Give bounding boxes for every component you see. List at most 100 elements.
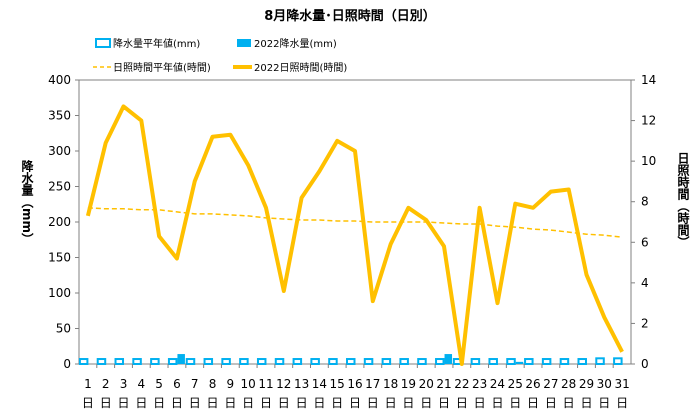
bar-rain-normal (96, 358, 107, 365)
x-category-label: 30 (597, 377, 612, 391)
x-category-label: 24 (490, 377, 505, 391)
y-right-ticks: 0 2 4 6 8 10 12 14 (631, 73, 656, 371)
bar-rain-normal (310, 358, 320, 365)
x-category-suffix: 日 (100, 396, 112, 410)
legend-label-sun-normal: 日照時間平年値(時間) (113, 61, 211, 74)
x-category-suffix: 日 (385, 396, 397, 410)
bar-rain-normal (274, 358, 285, 365)
x-category-suffix: 日 (580, 396, 592, 410)
x-category-suffix: 日 (189, 396, 201, 410)
x-category-suffix: 日 (349, 396, 361, 410)
bar-rain-normal (328, 358, 338, 365)
y-right-tick-label: 4 (641, 276, 649, 290)
bar-rain-normal (203, 358, 214, 365)
x-category-label: 25 (508, 377, 523, 391)
x-category-label: 17 (365, 377, 380, 391)
bar-rain-2022 (444, 354, 453, 364)
bar-rain-normal (150, 358, 160, 365)
x-category-label: 23 (472, 377, 487, 391)
y-right-tick-label: 6 (641, 235, 649, 249)
y-left-tick-label: 350 (48, 109, 71, 123)
bar-rain-normal (613, 357, 623, 366)
x-category-label: 19 (401, 377, 416, 391)
y-right-tick-label: 2 (641, 316, 649, 330)
legend-label-sun-2022: 2022日照時間(時間) (254, 62, 347, 74)
x-category-suffix: 日 (367, 396, 379, 410)
y-right-tick-label: 12 (641, 114, 656, 128)
chart-title: 8月降水量･日照時間（日別） (264, 8, 436, 24)
x-category-label: 28 (561, 377, 576, 391)
x-category-label: 20 (419, 377, 434, 391)
y-left-tick-label: 400 (48, 73, 71, 87)
bar-rain-normal (559, 358, 570, 365)
x-category-suffix: 日 (527, 396, 539, 410)
y-right-tick-label: 0 (641, 357, 649, 371)
x-category-suffix: 日 (171, 396, 183, 410)
x-category-label: 10 (241, 377, 256, 391)
y-left-tick-label: 100 (48, 286, 71, 300)
bar-rain-normal (292, 358, 303, 365)
x-category-suffix: 日 (402, 396, 414, 410)
x-category-suffix: 日 (474, 396, 486, 410)
x-category-label: 14 (312, 377, 327, 391)
bar-rain-normal (167, 358, 178, 365)
x-category-label: 9 (227, 377, 235, 391)
bar-rain-normal (595, 357, 605, 366)
x-category-label: 16 (347, 377, 362, 391)
x-category-suffix: 日 (563, 396, 575, 410)
y-left-tick-label: 150 (48, 251, 71, 265)
x-category-label: 13 (294, 377, 309, 391)
x-category-suffix: 日 (616, 396, 628, 410)
lines (85, 104, 624, 366)
x-category-suffix: 日 (242, 396, 254, 410)
x-category-label: 5 (155, 377, 163, 391)
bar-rain-normal (488, 358, 498, 365)
y-right-tick-label: 14 (641, 73, 656, 87)
x-category-label: 4 (138, 377, 146, 391)
x-category-label: 1 (84, 377, 92, 391)
x-category-suffix: 日 (313, 396, 325, 410)
legend-swatch-rain-2022 (237, 39, 251, 47)
x-category-suffix: 日 (153, 396, 165, 410)
x-category-suffix: 日 (135, 396, 147, 410)
x-category-label: 31 (614, 377, 629, 391)
line-sun-2022 (85, 104, 624, 366)
x-category-suffix: 日 (420, 396, 432, 410)
x-category-suffix: 日 (260, 396, 272, 410)
y-left-tick-label: 300 (48, 144, 71, 158)
x-category-label: 21 (436, 377, 451, 391)
x-category-suffix: 日 (118, 396, 130, 410)
y-left-tick-label: 0 (63, 357, 71, 371)
x-category-label: 3 (120, 377, 128, 391)
y-left-tick-label: 200 (48, 215, 71, 229)
bar-rain-normal (541, 358, 552, 365)
x-category-label: 15 (330, 377, 345, 391)
bar-rain-normal (132, 358, 142, 365)
y-right-tick-label: 8 (641, 195, 649, 209)
x-category-suffix: 日 (224, 396, 236, 410)
x-category-label: 22 (454, 377, 469, 391)
bar-rain-2022 (177, 354, 185, 364)
x-category-suffix: 日 (207, 396, 219, 410)
bar-rain-normal (577, 358, 587, 365)
legend-label-rain-2022: 2022降水量(mm) (254, 37, 337, 50)
x-category-suffix: 日 (438, 396, 450, 410)
bar-rain-normal (470, 358, 481, 365)
x-category-suffix: 日 (278, 396, 290, 410)
bar-rain-normal (381, 358, 392, 365)
bar-rain-normal (185, 358, 196, 365)
x-category-label: 26 (525, 377, 540, 391)
bar-rain-normal (78, 358, 89, 365)
bar-rain-normal (239, 358, 249, 365)
bar-rain-normal (506, 358, 516, 365)
bar-rain-normal (435, 358, 445, 365)
bar-rain-normal (524, 358, 534, 365)
legend-label-rain-normal: 降水量平年値(mm) (113, 37, 200, 50)
y-left-ticks: 0 50 100 150 200 250 300 350 400 (48, 73, 79, 371)
y-right-tick-label: 10 (641, 154, 656, 168)
x-category-suffix: 日 (509, 396, 521, 410)
line-sun-normal (87, 207, 623, 238)
bar-rain-2022 (515, 361, 524, 364)
